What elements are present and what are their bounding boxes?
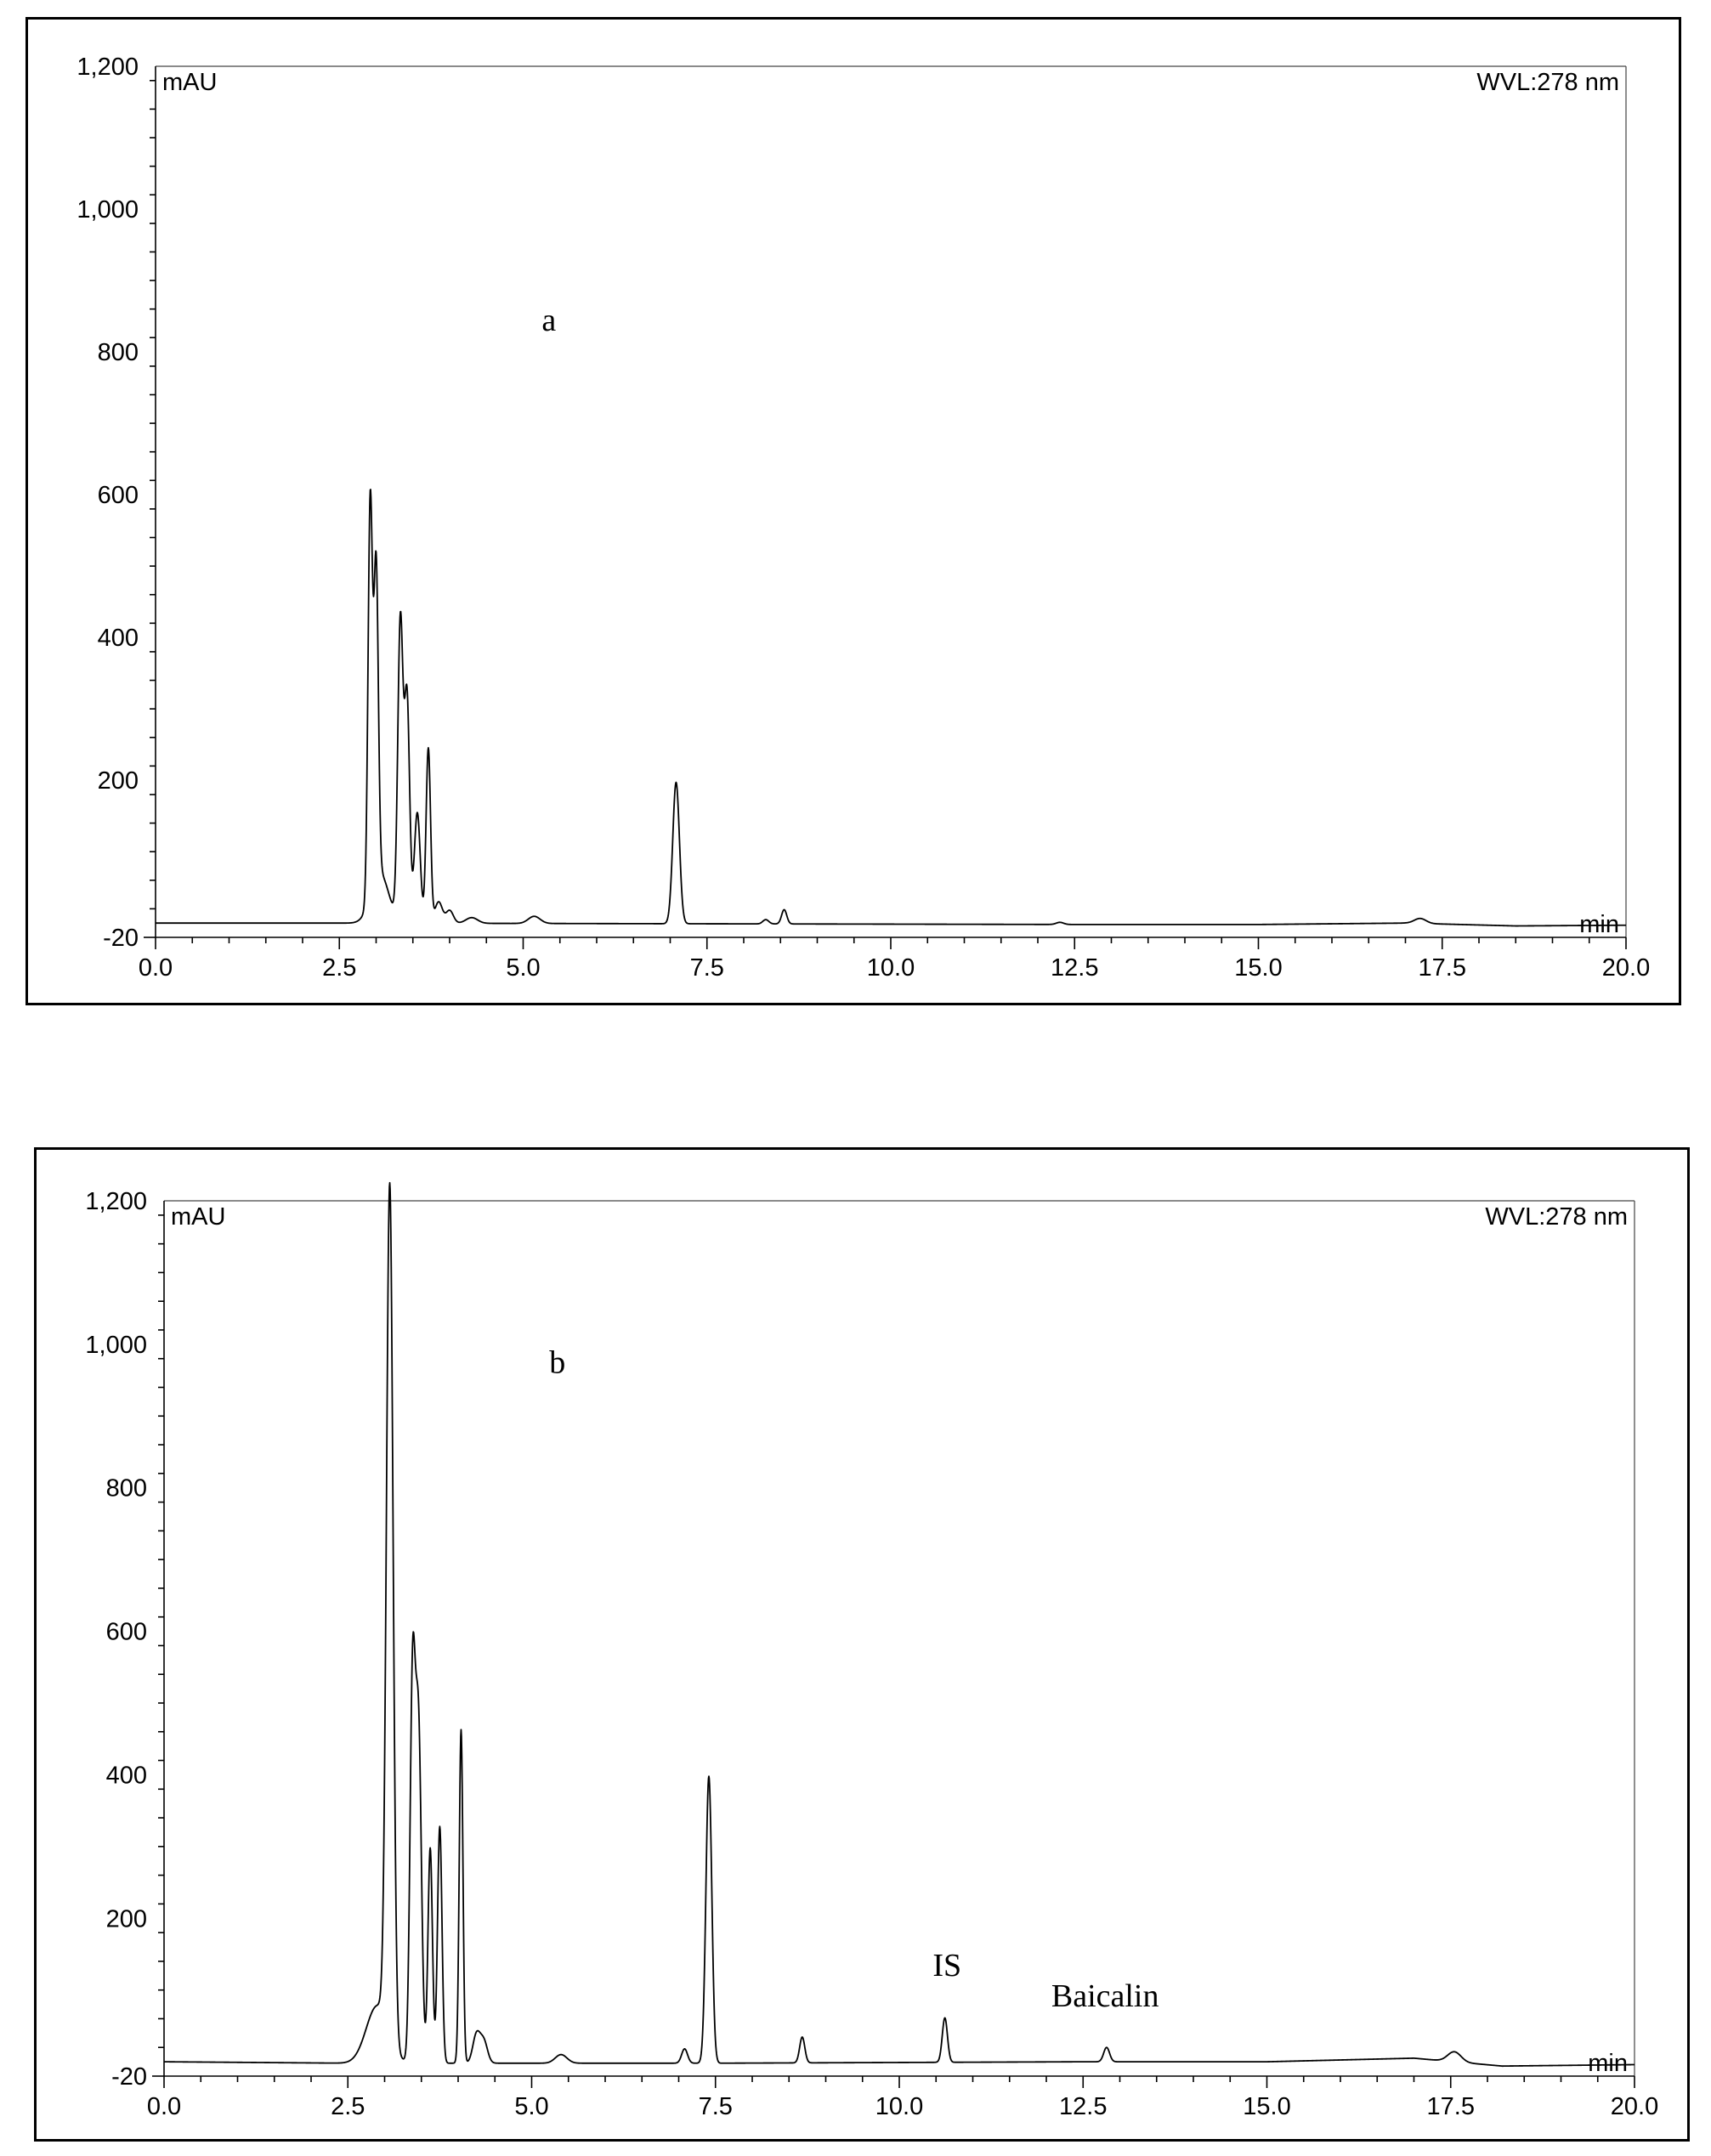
x-tick-label: 2.5 (322, 954, 356, 982)
x-tick-label: 15.0 (1234, 954, 1282, 982)
y-tick-label: 600 (106, 1619, 147, 1646)
y-tick-label: 200 (98, 767, 139, 795)
x-tick-label: 15.0 (1243, 2093, 1290, 2120)
x-tick-label: 5.0 (514, 2093, 548, 2120)
chromatogram-panel-a: -20 200 400 600 800 1,000 1,200 0.0 2.5 5.0 7.5 10.… (25, 17, 1681, 1005)
y-unit-label: mAU (162, 69, 217, 96)
y-tick-label: 200 (106, 1905, 147, 1932)
peak-annotation: Baicalin (1051, 1978, 1159, 2014)
y-tick-label: 400 (98, 625, 139, 652)
chromatogram-a-plot: -20 200 400 600 800 1,000 1,200 0.0 2.5 5.0 7.5 10.… (76, 54, 1650, 982)
y-tick-label: -20 (103, 925, 139, 952)
x-tick-label: 10.0 (875, 2093, 923, 2120)
y-tick-label: 1,000 (85, 1332, 147, 1359)
y-tick-label: 800 (106, 1475, 147, 1502)
chromatogram-panel-b: -20 200 400 600 800 1,000 1,200 0.0 2.5 5.0 7.5 10.… (34, 1147, 1690, 2142)
y-tick-label: 1,000 (76, 196, 139, 224)
peak-annotation: IS (932, 1948, 961, 1983)
y-tick-label: 800 (98, 339, 139, 366)
x-tick-label: 17.5 (1419, 954, 1466, 982)
x-tick-label: 7.5 (699, 2093, 733, 2120)
chromatogram-trace-a (155, 489, 1627, 927)
x-tick-label: 20.0 (1602, 954, 1650, 982)
y-tick-label: 400 (106, 1762, 147, 1789)
x-tick-label: 12.5 (1059, 2093, 1107, 2120)
x-tick-label: 0.0 (147, 2093, 181, 2120)
wavelength-label: WVL:278 nm (1476, 69, 1619, 96)
x-tick-label: 10.0 (867, 954, 915, 982)
panel-letter-b: b (549, 1345, 565, 1381)
y-tick-label: 1,200 (85, 1188, 147, 1215)
panel-letter-a: a (541, 303, 556, 338)
x-tick-label: 0.0 (139, 954, 173, 982)
y-tick-label: 600 (98, 482, 139, 509)
y-tick-label: -20 (111, 2063, 147, 2091)
x-tick-label: 7.5 (690, 954, 724, 982)
y-unit-label: mAU (171, 1203, 225, 1231)
x-tick-label: 5.0 (506, 954, 540, 982)
chromatogram-trace-b (163, 1181, 1635, 2068)
x-tick-label: 2.5 (331, 2093, 365, 2120)
x-unit-label: min (1588, 2050, 1628, 2077)
y-tick-label: 1,200 (76, 54, 139, 81)
chromatogram-b-plot: -20 200 400 600 800 1,000 1,200 0.0 2.5 5.0 7.5 10.… (85, 1181, 1658, 2120)
x-tick-label: 12.5 (1051, 954, 1098, 982)
wavelength-label: WVL:278 nm (1485, 1203, 1628, 1231)
x-tick-label: 20.0 (1611, 2093, 1658, 2120)
x-tick-label: 17.5 (1427, 2093, 1475, 2120)
